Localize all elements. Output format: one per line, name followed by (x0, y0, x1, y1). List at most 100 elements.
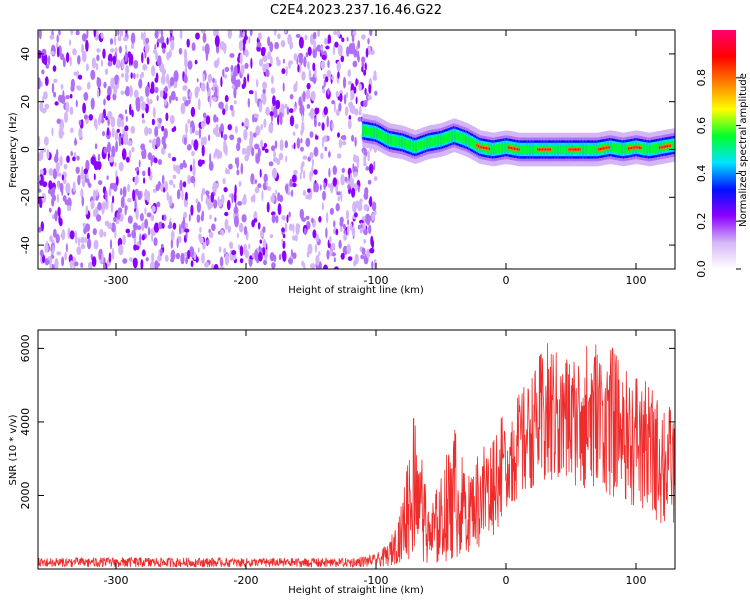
ridge-peak-core (540, 148, 543, 151)
noise-blob (100, 32, 104, 39)
noise-blob (254, 143, 260, 150)
noise-blob (112, 55, 117, 66)
noise-blob (213, 127, 217, 135)
noise-blob (209, 214, 212, 220)
noise-blob (63, 163, 68, 170)
noise-blob (323, 37, 328, 45)
ridge-band (557, 145, 560, 155)
noise-blob (219, 266, 225, 269)
ridge-band (654, 143, 657, 153)
ridge-band (624, 144, 627, 154)
ridge-band (610, 142, 613, 152)
snr-y-tick-label: 2000 (19, 481, 32, 509)
noise-blob (81, 33, 87, 42)
noise-blob (139, 95, 144, 102)
ridge-peak-core (545, 148, 547, 151)
noise-blob (80, 188, 84, 199)
noise-blob (143, 177, 146, 184)
noise-blob (197, 247, 200, 253)
noise-blob (191, 42, 196, 52)
noise-blob (179, 163, 184, 170)
noise-blob (38, 175, 41, 181)
ridge-band (457, 132, 460, 142)
noise-blob (200, 214, 204, 222)
noise-blob (303, 56, 307, 68)
noise-blob (347, 224, 350, 237)
noise-blob (369, 196, 373, 208)
noise-blob (86, 30, 89, 39)
noise-blob (151, 231, 154, 243)
noise-blob (96, 77, 102, 88)
noise-blob (353, 86, 357, 94)
noise-blob (78, 74, 83, 80)
noise-blob (61, 256, 65, 267)
noise-blob (251, 147, 255, 157)
noise-blob (52, 65, 57, 72)
colorbar: 0.0 0.2 0.4 0.6 0.8 Normalized spectral ampl… (695, 30, 749, 278)
ridge-peak-core (539, 148, 541, 151)
noise-blob (199, 236, 204, 244)
noise-blob (167, 152, 172, 159)
ridge-band (382, 132, 385, 142)
noise-blob (160, 30, 163, 38)
ridge-band (434, 136, 437, 146)
noise-blob (65, 182, 71, 194)
noise-blob (52, 168, 58, 180)
noise-blob (280, 40, 286, 48)
noise-blob (187, 60, 193, 70)
noise-blob (354, 136, 357, 147)
noise-blob (333, 257, 336, 263)
noise-blob (350, 42, 356, 55)
noise-blob (336, 191, 341, 196)
noise-blob (65, 52, 70, 63)
noise-blob (223, 247, 227, 255)
spectrogram-y-tick-label: -20 (19, 188, 32, 206)
colorbar-label: Normalized spectral amplitude (738, 73, 749, 227)
noise-blob (339, 226, 343, 232)
noise-blob (357, 116, 362, 122)
noise-blob (254, 249, 259, 261)
ridge-band (370, 127, 373, 137)
noise-blob (225, 103, 229, 112)
noise-blob (141, 119, 146, 124)
spectrogram-x-tick-label: 0 (503, 274, 510, 287)
noise-blob (363, 239, 367, 244)
ridge-band (562, 145, 565, 155)
noise-blob (161, 222, 165, 229)
noise-blob (113, 216, 117, 222)
noise-blob (351, 226, 356, 237)
noise-blob (209, 153, 212, 164)
ridge-peak-core (548, 148, 550, 151)
noise-blob (322, 190, 326, 201)
noise-blob (70, 150, 73, 157)
noise-blob (155, 51, 159, 61)
ridge-peak-core (515, 148, 518, 150)
ridge-band (393, 136, 396, 146)
ridge-band (588, 145, 591, 155)
noise-blob (90, 97, 95, 110)
ridge-band (582, 145, 585, 155)
noise-blob (328, 151, 331, 158)
noise-blob (151, 252, 155, 263)
ridge-peak-core (637, 146, 639, 149)
ridge-band (396, 136, 399, 146)
noise-blob (158, 30, 162, 34)
noise-blob (93, 173, 96, 181)
noise-blob (267, 36, 271, 47)
noise-blob (371, 212, 375, 221)
noise-blob (231, 74, 236, 85)
ridge-band (390, 135, 393, 145)
noise-blob (101, 252, 104, 264)
noise-blob (333, 220, 336, 228)
noise-blob (170, 90, 176, 101)
noise-blob (123, 134, 129, 146)
ridge-band (519, 145, 523, 155)
noise-blob (327, 60, 330, 68)
noise-blob (363, 69, 367, 76)
noise-blob (42, 167, 47, 176)
noise-blob (139, 73, 144, 79)
noise-blob (305, 215, 310, 220)
noise-blob (70, 85, 75, 92)
noise-blob (357, 201, 363, 212)
noise-blob (101, 201, 107, 211)
